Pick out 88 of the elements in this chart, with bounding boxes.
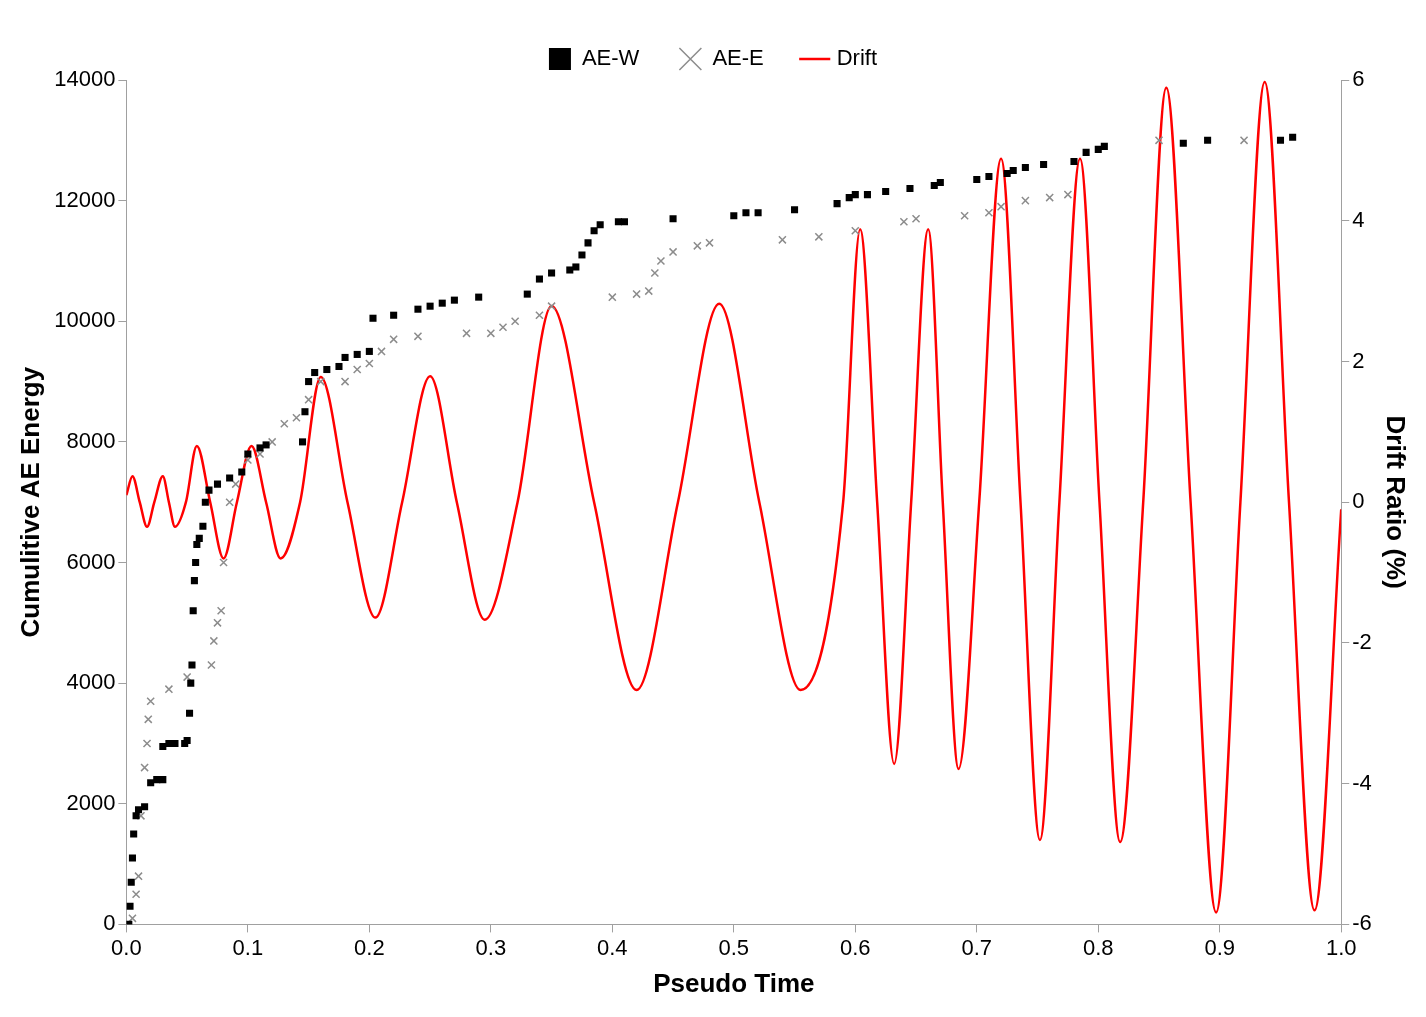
y2-tick-label: 2 (1352, 347, 1365, 373)
point (535, 310, 544, 320)
point (142, 739, 152, 748)
x-tick-label: 0.0 (111, 934, 142, 960)
point (207, 660, 216, 670)
point (365, 359, 374, 368)
point (225, 497, 234, 507)
x-tick-label: 0.4 (597, 934, 628, 960)
point (608, 292, 617, 302)
point (352, 365, 362, 374)
point (143, 715, 153, 724)
x-tick-label: 0.3 (475, 934, 507, 960)
y-tick-label: 4000 (66, 669, 116, 695)
point (632, 289, 641, 299)
y-tick-label: 0 (103, 910, 116, 936)
y-tick-label: 12000 (54, 186, 116, 212)
point (705, 238, 714, 248)
point (413, 332, 423, 341)
y2-tick-label: 4 (1352, 206, 1365, 232)
point (644, 286, 654, 296)
point (778, 235, 787, 245)
point (668, 247, 678, 257)
point (498, 323, 508, 332)
point (650, 268, 660, 278)
y-axis-title: Cumulitive AE Energy (14, 366, 45, 638)
point (1239, 136, 1249, 145)
y-tick-label: 6000 (66, 548, 116, 574)
y-tick-label: 14000 (54, 66, 116, 92)
point (209, 636, 219, 646)
point (255, 449, 265, 459)
x-tick-label: 0.2 (354, 934, 385, 960)
y2-tick-label: -2 (1352, 629, 1372, 654)
point (146, 696, 155, 706)
point (547, 301, 556, 311)
legend-label: AE-E (712, 45, 764, 71)
point (1045, 193, 1054, 202)
point (280, 419, 289, 429)
point (213, 618, 222, 628)
point (340, 377, 350, 386)
point (1154, 136, 1164, 145)
point (960, 211, 969, 220)
y2-tick-label: -6 (1352, 910, 1372, 936)
point (316, 377, 326, 386)
point (899, 217, 909, 227)
point (377, 347, 386, 356)
point (219, 558, 228, 567)
point (216, 606, 226, 616)
x-tick-label: 0.9 (1204, 934, 1236, 960)
point (231, 479, 240, 489)
point (267, 437, 277, 447)
point (292, 413, 301, 423)
point (462, 329, 471, 338)
point (851, 226, 860, 236)
point (984, 208, 994, 217)
point (140, 763, 149, 772)
point (304, 395, 313, 404)
point (1063, 190, 1073, 199)
point (164, 684, 174, 694)
point (510, 316, 520, 326)
point (656, 256, 666, 266)
point (1021, 196, 1030, 205)
point (996, 202, 1006, 211)
y2-tick-label: 0 (1352, 488, 1365, 514)
legend-label: AE-W (581, 45, 640, 71)
x-tick-label: 0.5 (718, 934, 750, 960)
y2-tick-label: 6 (1352, 66, 1365, 92)
y-tick-label: 2000 (66, 789, 116, 815)
x-tick-label: 0.8 (1082, 934, 1114, 960)
point (814, 232, 824, 242)
point (128, 914, 137, 923)
point (182, 672, 192, 682)
point (134, 871, 143, 881)
point (131, 889, 141, 899)
x-tick-label: 0.6 (840, 934, 871, 960)
point (486, 329, 496, 338)
y-tick-label: 10000 (54, 307, 116, 333)
point (693, 241, 702, 251)
x-axis-title: Pseudo Time (653, 967, 815, 998)
point (389, 335, 398, 344)
point (911, 214, 921, 224)
x-tick-label: 0.7 (961, 934, 993, 960)
y2-tick-label: -4 (1352, 769, 1372, 795)
x-tick-label: 1.0 (1325, 934, 1357, 960)
point (243, 455, 253, 465)
y2-axis-title: Drift Ratio (%) (1381, 415, 1412, 589)
legend-label: Drift (836, 45, 878, 71)
x-tick-label: 0.1 (232, 934, 264, 960)
y-tick-label: 8000 (66, 427, 116, 453)
